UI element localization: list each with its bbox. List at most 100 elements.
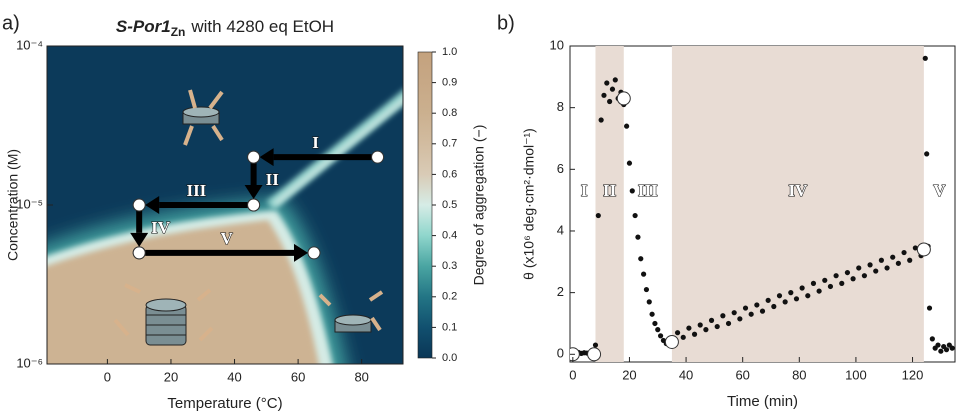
data-point bbox=[646, 299, 652, 305]
data-point bbox=[943, 347, 950, 353]
data-point bbox=[833, 273, 839, 279]
data-point bbox=[765, 297, 771, 303]
arrow-head bbox=[145, 196, 160, 214]
x-tick-label: 100 bbox=[845, 367, 867, 382]
data-point bbox=[601, 92, 607, 98]
data-point bbox=[895, 260, 901, 266]
data-point bbox=[737, 316, 743, 322]
x-tick-label: 40 bbox=[227, 369, 241, 384]
icon-complex bbox=[182, 89, 224, 146]
colorbar bbox=[417, 51, 433, 359]
data-point bbox=[632, 212, 638, 219]
data-point bbox=[810, 280, 817, 286]
data-point bbox=[708, 317, 715, 323]
data-point bbox=[878, 257, 884, 263]
title-text: with 4280 eq EtOH bbox=[190, 17, 334, 36]
highlight-point bbox=[616, 91, 631, 106]
data-point bbox=[850, 276, 856, 282]
icon-ethanol bbox=[113, 283, 384, 342]
arrow-head bbox=[244, 185, 263, 199]
data-point bbox=[873, 268, 879, 274]
x-tick-label: 80 bbox=[792, 367, 806, 382]
endpoint bbox=[132, 198, 146, 212]
x-tick-label: 120 bbox=[902, 367, 924, 382]
endpoint bbox=[307, 246, 321, 260]
data-point bbox=[799, 285, 805, 291]
y-tick-label: 10⁻⁶ bbox=[16, 355, 43, 370]
data-point bbox=[641, 271, 647, 277]
arrow-label: V bbox=[220, 229, 233, 248]
highlight-point bbox=[916, 242, 931, 257]
colorbar-tick-label: 0.7 bbox=[442, 138, 457, 150]
data-point bbox=[827, 283, 834, 290]
x-tick-label: 0 bbox=[569, 367, 576, 382]
data-point bbox=[901, 249, 907, 256]
endpoint bbox=[371, 150, 385, 164]
data-point bbox=[793, 296, 800, 302]
title-name: S-Por1 bbox=[116, 17, 171, 36]
plot-area bbox=[570, 46, 955, 362]
data-point bbox=[609, 86, 616, 92]
x-tick-label: 60 bbox=[735, 367, 749, 382]
data-point bbox=[714, 323, 720, 330]
data-point bbox=[626, 160, 633, 166]
x-tick-label: 80 bbox=[354, 369, 368, 384]
highlight-point bbox=[587, 347, 602, 362]
phase-label: I bbox=[581, 181, 588, 200]
data-point bbox=[759, 308, 766, 314]
data-point bbox=[926, 305, 933, 311]
data-point bbox=[922, 55, 928, 61]
phase-shade bbox=[671, 46, 924, 362]
colorbar-tick-label: 0.6 bbox=[442, 168, 457, 180]
x-tick-label: 60 bbox=[291, 369, 305, 384]
data-point bbox=[680, 334, 686, 340]
x-tick-label: 20 bbox=[164, 369, 178, 384]
colorbar-tick-label: 0.0 bbox=[442, 352, 457, 364]
data-point bbox=[604, 80, 610, 86]
x-axis-label: Time (min) bbox=[727, 393, 798, 410]
data-point bbox=[861, 273, 868, 279]
data-point bbox=[686, 325, 692, 331]
data-point bbox=[924, 151, 930, 157]
phase-label: IV bbox=[788, 181, 808, 200]
colorbar-tick-label: 0.1 bbox=[442, 321, 457, 333]
data-point bbox=[856, 265, 862, 271]
data-point bbox=[652, 320, 658, 327]
data-point bbox=[624, 123, 630, 129]
arrow-label: I bbox=[312, 133, 319, 152]
data-point bbox=[731, 310, 737, 316]
data-point bbox=[822, 277, 828, 283]
data-point bbox=[598, 117, 604, 123]
highlight-point bbox=[664, 334, 679, 349]
data-point bbox=[725, 320, 732, 327]
data-point bbox=[912, 245, 918, 251]
data-point bbox=[638, 256, 644, 262]
data-point bbox=[703, 327, 709, 333]
phase-label: II bbox=[603, 181, 617, 200]
data-point bbox=[720, 313, 726, 319]
data-point bbox=[867, 262, 873, 268]
colorbar-tick-label: 0.9 bbox=[442, 77, 457, 89]
data-point bbox=[643, 286, 650, 293]
data-point bbox=[649, 311, 655, 317]
arrow-label: IV bbox=[151, 218, 171, 237]
phase-label: V bbox=[933, 181, 946, 200]
data-point bbox=[884, 265, 890, 271]
colorbar-tick-label: 0.3 bbox=[442, 260, 457, 272]
arrow-head bbox=[294, 243, 308, 262]
data-point bbox=[890, 254, 896, 260]
y-tick-label: 10 bbox=[550, 37, 564, 52]
title-subscript: Zn bbox=[171, 25, 186, 39]
panel-label: a) bbox=[2, 12, 20, 34]
y-tick-label: 8 bbox=[557, 99, 564, 114]
phase-label: III bbox=[638, 181, 658, 200]
arrow-head bbox=[259, 148, 274, 167]
data-point bbox=[657, 333, 664, 339]
data-point bbox=[612, 77, 618, 83]
data-point bbox=[844, 269, 851, 276]
data-point bbox=[771, 303, 777, 310]
arrow-label: II bbox=[266, 170, 280, 189]
data-point bbox=[674, 330, 681, 336]
data-point bbox=[635, 234, 641, 240]
